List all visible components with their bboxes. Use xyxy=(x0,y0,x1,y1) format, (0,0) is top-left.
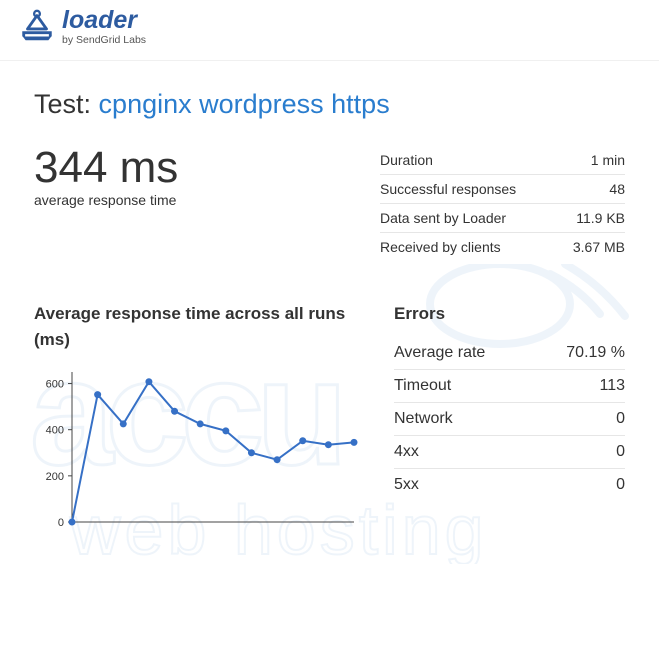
svg-text:0: 0 xyxy=(58,517,64,529)
error-value: 113 xyxy=(599,377,625,395)
error-row: Network 0 xyxy=(394,403,625,436)
metric-label: Duration xyxy=(380,152,433,168)
errors-title: Errors xyxy=(394,301,625,327)
metric-row: Successful responses 48 xyxy=(380,175,625,204)
metric-row: Duration 1 min xyxy=(380,146,625,175)
title-prefix: Test: xyxy=(34,89,91,119)
brand-subtitle: by SendGrid Labs xyxy=(62,34,146,46)
error-row: Average rate 70.19 % xyxy=(394,337,625,370)
average-response-value: 344 ms xyxy=(34,146,350,190)
metric-row: Data sent by Loader 11.9 KB xyxy=(380,204,625,233)
metric-row: Received by clients 3.67 MB xyxy=(380,233,625,261)
metric-value: 11.9 KB xyxy=(576,210,625,226)
header-bar: loader by SendGrid Labs xyxy=(0,0,659,61)
chart-title: Average response time across all runs (m… xyxy=(34,301,364,352)
loader-logo-icon xyxy=(18,8,56,46)
metric-label: Received by clients xyxy=(380,239,501,255)
response-time-chart: 0 200 400 600 xyxy=(34,362,364,542)
error-label: 4xx xyxy=(394,443,419,461)
svg-text:400: 400 xyxy=(46,425,64,437)
error-value: 0 xyxy=(616,476,625,494)
svg-text:600: 600 xyxy=(46,379,64,391)
metric-value: 3.67 MB xyxy=(573,239,625,255)
svg-text:200: 200 xyxy=(46,471,64,483)
errors-metrics: Average rate70.19 %Timeout113Network04xx… xyxy=(394,337,625,501)
error-value: 0 xyxy=(616,410,625,428)
error-label: Timeout xyxy=(394,377,451,395)
test-name-link[interactable]: cpnginx wordpress https xyxy=(99,89,390,119)
metric-value: 1 min xyxy=(591,152,625,168)
average-response-label: average response time xyxy=(34,192,350,208)
metric-label: Data sent by Loader xyxy=(380,210,506,226)
metric-value: 48 xyxy=(609,181,625,197)
error-row: 5xx 0 xyxy=(394,469,625,501)
error-row: Timeout 113 xyxy=(394,370,625,403)
metric-label: Successful responses xyxy=(380,181,516,197)
error-label: Average rate xyxy=(394,344,485,362)
page-title: Test: cpnginx wordpress https xyxy=(34,89,625,120)
average-response-block: 344 ms average response time xyxy=(34,146,350,261)
summary-metrics: Duration 1 min Successful responses 48 Data … xyxy=(380,146,625,261)
error-label: 5xx xyxy=(394,476,419,494)
error-value: 0 xyxy=(616,443,625,461)
error-value: 70.19 % xyxy=(566,344,625,362)
error-label: Network xyxy=(394,410,453,428)
error-row: 4xx 0 xyxy=(394,436,625,469)
brand-name: loader xyxy=(62,8,146,33)
